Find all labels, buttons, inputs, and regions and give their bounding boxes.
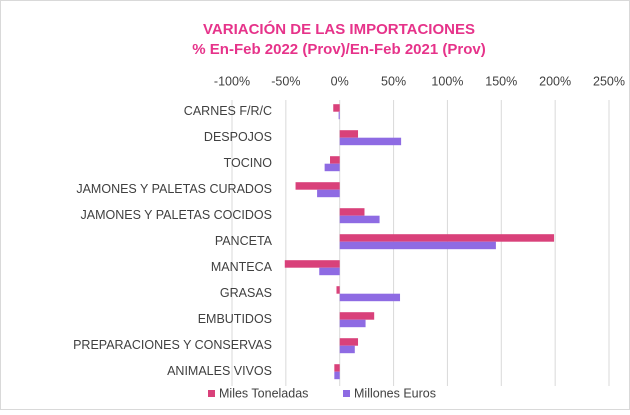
- y-tick-label: JAMONES Y PALETAS COCIDOS: [81, 208, 273, 222]
- y-tick-label: CARNES F/R/C: [184, 104, 272, 118]
- bar: [319, 267, 340, 276]
- x-tick-label: 200%: [539, 74, 571, 88]
- bar: [339, 293, 401, 302]
- bar: [339, 137, 402, 146]
- x-tick-label: 250%: [593, 74, 625, 88]
- x-tick-label: 100%: [431, 74, 463, 88]
- bar: [324, 163, 340, 172]
- bar: [339, 234, 555, 242]
- x-tick-label: 150%: [485, 74, 517, 88]
- bar: [339, 319, 366, 328]
- bar: [336, 286, 340, 294]
- bar: [339, 215, 380, 224]
- y-tick-label: DESPOJOS: [204, 130, 272, 144]
- legend-label: Millones Euros: [354, 386, 436, 400]
- y-tick-label: MANTECA: [211, 260, 273, 274]
- bar: [338, 111, 340, 120]
- chart-title: VARIACIÓN DE LAS IMPORTACIONES: [203, 20, 475, 38]
- legend-swatch: [208, 390, 215, 397]
- bar: [339, 130, 359, 138]
- bar: [339, 241, 496, 250]
- y-tick-label: PREPARACIONES Y CONSERVAS: [73, 338, 272, 352]
- bar: [284, 260, 340, 268]
- bar: [334, 371, 340, 380]
- y-tick-label: GRASAS: [220, 286, 272, 300]
- legend-swatch: [343, 390, 350, 397]
- bar: [334, 364, 340, 372]
- y-tick-label: EMBUTIDOS: [198, 312, 272, 326]
- bar: [317, 189, 340, 198]
- x-tick-label: 50%: [381, 74, 406, 88]
- bar: [333, 104, 340, 112]
- y-tick-label: TOCINO: [224, 156, 273, 170]
- y-tick-label: JAMONES Y PALETAS CURADOS: [76, 182, 272, 196]
- legend-label: Miles Toneladas: [219, 386, 308, 400]
- x-tick-label: 0%: [331, 74, 349, 88]
- bar: [339, 345, 355, 354]
- bar: [339, 208, 365, 216]
- x-tick-label: -100%: [214, 74, 250, 88]
- bar: [295, 182, 340, 190]
- y-tick-label: ANIMALES VIVOS: [167, 364, 272, 378]
- y-tick-label: PANCETA: [215, 234, 273, 248]
- bar: [339, 312, 375, 320]
- bar: [330, 156, 340, 164]
- bar: [339, 338, 359, 346]
- x-tick-label: -50%: [271, 74, 300, 88]
- chart-subtitle: % En-Feb 2022 (Prov)/En-Feb 2021 (Prov): [192, 41, 485, 58]
